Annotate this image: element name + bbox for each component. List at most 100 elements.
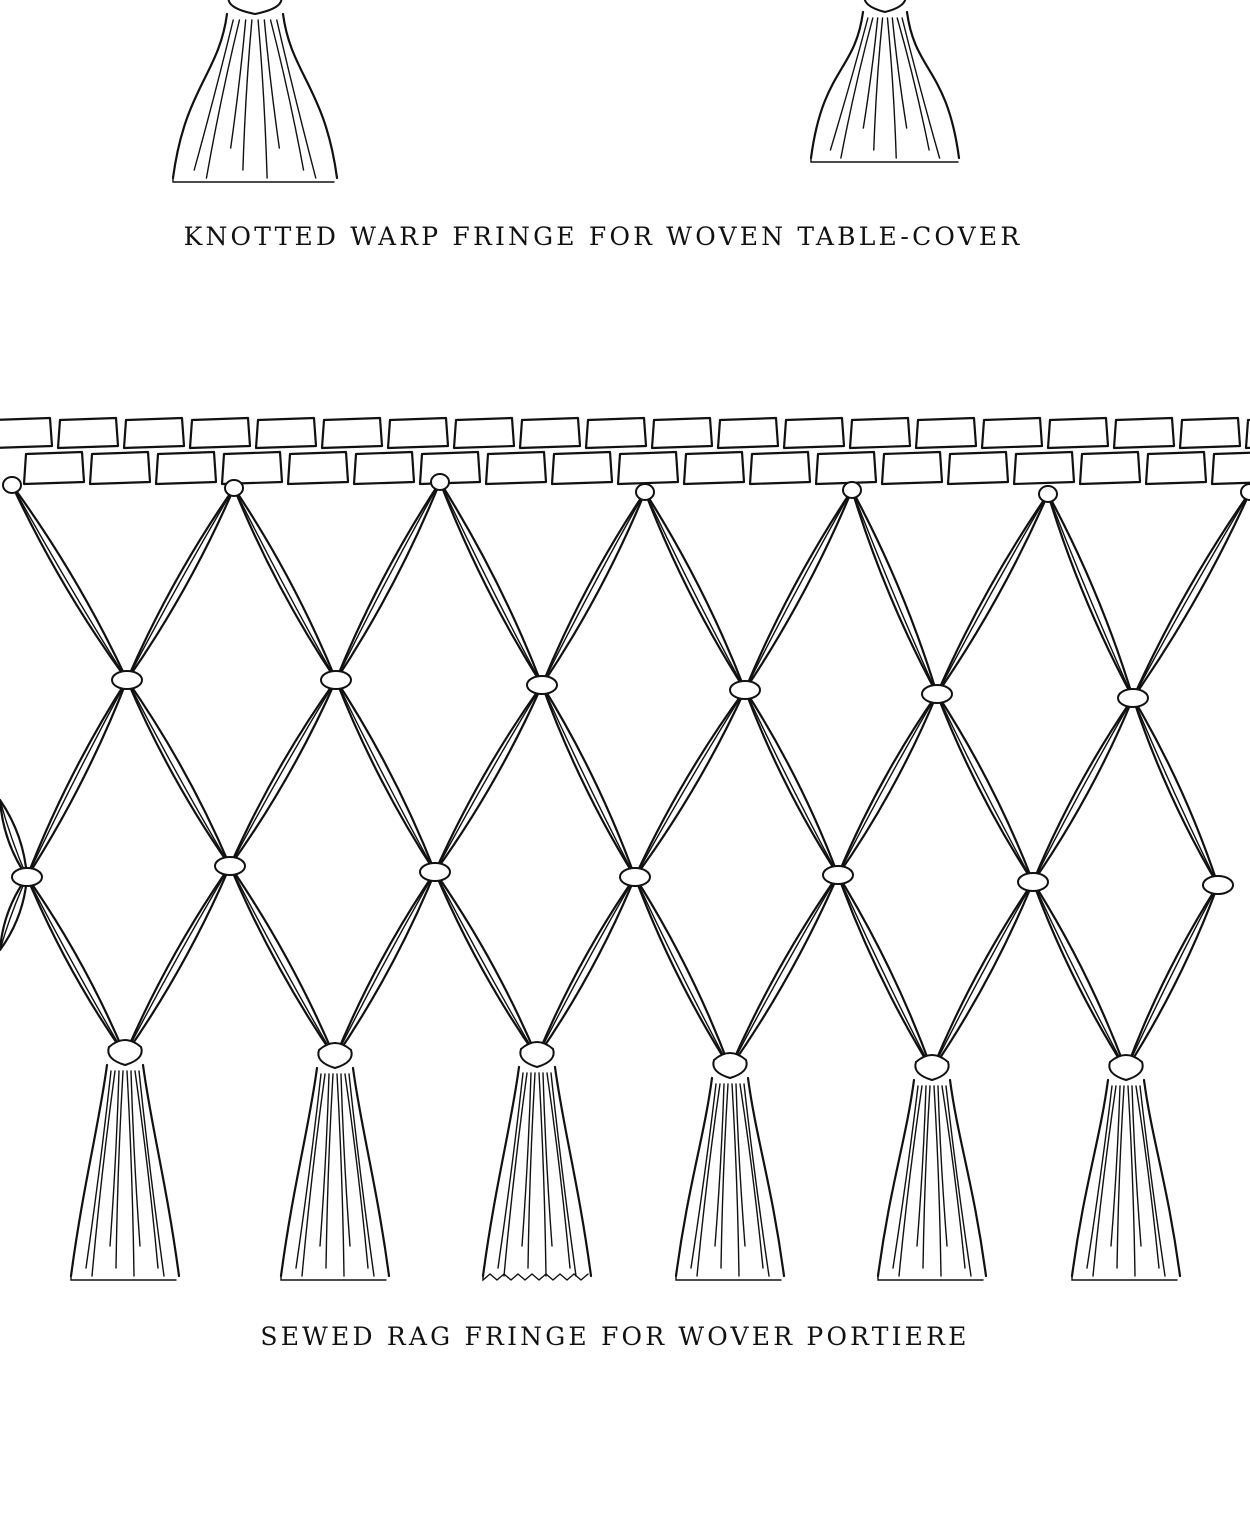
rag-strand-fold (744, 689, 839, 876)
rag-strand-fold (335, 679, 436, 873)
tassel-strand (319, 1073, 330, 1247)
rag-strand (0, 798, 29, 879)
band-brick (1046, 416, 1110, 450)
rag-strand (25, 875, 127, 1057)
tassel-strand (1092, 1085, 1117, 1277)
tassel-strand (85, 1070, 112, 1269)
tassel-strand (546, 1072, 571, 1269)
tassel-fringe-ends (482, 1273, 589, 1282)
tassel-strand (743, 1083, 770, 1277)
band-brick (584, 416, 648, 450)
tassel-strand (521, 1072, 532, 1247)
band-brick (1112, 416, 1176, 450)
tassel-strand (892, 1085, 919, 1269)
tassel-strand (91, 1070, 116, 1277)
rag-strand-fold (536, 876, 636, 1058)
tassel-strand (829, 17, 869, 151)
netting-knot (729, 680, 761, 700)
rag-strand-fold (434, 871, 538, 1058)
tassel-strand (1086, 1085, 1113, 1269)
rag-strand (930, 880, 1035, 1072)
tassel-strand (731, 1083, 740, 1277)
rag-strand (25, 678, 129, 879)
band-brick (88, 450, 152, 486)
netting-knot (320, 670, 352, 690)
rag-strand-fold (434, 684, 543, 873)
rag-strand (0, 875, 29, 952)
tassel-strand (739, 1083, 764, 1269)
tassel-strand (527, 1072, 536, 1269)
tassel-strand (130, 1070, 141, 1247)
tassel-strand (945, 1085, 972, 1277)
band-brick (914, 416, 978, 450)
tassel-strand (714, 1083, 725, 1247)
band-brick (0, 416, 54, 449)
caption-knotted-warp-fringe: KNOTTED WARP FRINGE FOR WOVEN TABLE-COVE… (183, 222, 1023, 251)
rag-strand-fold (936, 493, 1049, 695)
rag-strand (125, 486, 236, 682)
rag-strand (1124, 883, 1220, 1072)
tassel-strand (891, 17, 908, 129)
tassel-edge (141, 1063, 181, 1278)
tassel-strand (1131, 1085, 1142, 1247)
rag-strand-fold (1132, 697, 1219, 886)
tassel-strand (325, 1073, 334, 1269)
tassel-knot (107, 1039, 143, 1067)
caption-sewed-rag-fringe: SEWED RAG FRINGE FOR WOVER PORTIERE (260, 1322, 970, 1351)
tassel-knot (863, 0, 907, 14)
netting-knot (635, 483, 655, 501)
diamond-rag-netting (0, 480, 1250, 1072)
tassel-strand (193, 19, 234, 171)
netting-knot (1240, 483, 1250, 501)
band-brick (518, 416, 582, 450)
tassel-strand (1139, 1085, 1166, 1277)
band-brick (418, 450, 482, 486)
netting-knot (1202, 875, 1234, 895)
rag-strand-fold (644, 491, 746, 691)
tassel-fringe-ends (877, 1275, 984, 1281)
rag-strand (633, 875, 732, 1070)
band-brick (254, 416, 318, 450)
band-brick (748, 450, 812, 486)
rag-strand-fold (1125, 884, 1219, 1071)
rag-strand-fold (11, 484, 128, 681)
tassel-knot (317, 1042, 353, 1070)
tassel-strand (205, 19, 241, 179)
band-brick (1078, 450, 1142, 486)
netting-knot (1117, 688, 1149, 708)
rag-strand (1131, 696, 1220, 887)
band-brick (154, 450, 218, 486)
portiere-tassel (1070, 1054, 1182, 1281)
tassel-strand (276, 19, 317, 179)
tassel-strand (886, 17, 897, 159)
band-brick (650, 416, 714, 450)
rag-strand (333, 870, 437, 1060)
rag-strand-fold (229, 865, 336, 1059)
tassel-strand (922, 1085, 931, 1269)
tassel-left (171, 0, 339, 183)
band-brick (980, 416, 1044, 450)
netting-knot (419, 862, 451, 882)
tassel-strand (126, 1070, 135, 1277)
tassel-strand (538, 1072, 547, 1277)
tassel-strand (862, 17, 879, 129)
rag-strand (433, 870, 539, 1059)
band-brick (880, 450, 944, 486)
tassel-strand (735, 1083, 746, 1247)
rag-strand (123, 864, 232, 1057)
tassel-edge (481, 1065, 521, 1278)
rag-strand-fold (541, 684, 636, 878)
netting-knot (842, 481, 862, 499)
tassel-strand (898, 1085, 923, 1277)
netting-knot (430, 473, 450, 491)
band-brick (1244, 418, 1250, 450)
tassel-strand (696, 1083, 721, 1277)
rag-strand (540, 683, 637, 879)
rag-strand-fold (837, 874, 933, 1071)
rag-strand-fold (26, 876, 126, 1056)
tassel-strand (269, 19, 305, 171)
rag-strand (438, 480, 544, 687)
tassel-strand (1116, 1085, 1125, 1269)
band-brick (946, 450, 1010, 486)
